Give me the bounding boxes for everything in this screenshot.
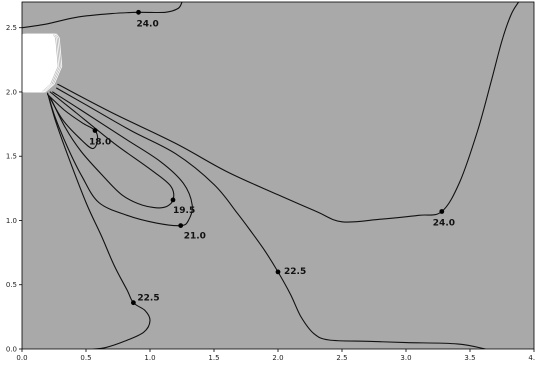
contour-line-24-0 <box>57 2 520 223</box>
y-tick-label: 0.0 <box>6 346 17 354</box>
x-tick-label: 0.0 <box>16 354 27 362</box>
y-tick-label: 0.5 <box>6 281 17 289</box>
contour-label-22-5: 22.5 <box>284 267 306 277</box>
x-tick-label: 1.0 <box>144 354 155 362</box>
contour-label-22-5: 22.5 <box>137 294 159 304</box>
x-axis: 0.0 0.5 1.0 1.5 2.0 2.5 3.0 3.5 4.0 <box>16 349 535 362</box>
contour-label-21-0: 21.0 <box>184 232 206 242</box>
x-tick-label: 3.5 <box>464 354 475 362</box>
contour-marker-24-0 <box>136 9 141 15</box>
x-tick-label: 2.0 <box>272 354 283 362</box>
contour-label-24-0: 24.0 <box>137 19 159 29</box>
contour-marker-22-5 <box>131 300 136 306</box>
obstacle-edge-stroke <box>26 33 63 93</box>
y-tick-label: 2.0 <box>6 88 17 96</box>
contour-line-19-5 <box>49 91 175 209</box>
contour-marker-19-5 <box>170 197 176 203</box>
plot-area: 18.0 19.5 21.0 22.5 22.5 24.0 24.0 <box>21 1 535 350</box>
contour-line-22-5 <box>47 92 151 349</box>
y-tick-label: 1.5 <box>6 153 17 161</box>
x-tick-label: 0.5 <box>80 354 91 362</box>
contour-label-24-0: 24.0 <box>433 219 455 229</box>
contour-line-18-0 <box>47 93 99 150</box>
contour-marker-22-5 <box>275 269 281 275</box>
y-tick-label: 1.0 <box>6 217 17 225</box>
x-tick-label: 2.5 <box>336 354 347 362</box>
x-tick-label: 3.0 <box>400 354 411 362</box>
contour-marker-21-0 <box>178 223 184 229</box>
contour-label-18-0: 18.0 <box>89 138 111 148</box>
plot-background <box>22 2 534 349</box>
y-tick-label: 2.5 <box>6 24 17 32</box>
contour-marker-18-0 <box>92 128 98 133</box>
y-axis: 0.0 0.5 1.0 1.5 2.0 2.5 <box>6 24 22 354</box>
x-tick-label: 1.5 <box>208 354 219 362</box>
contour-line-24-0 <box>22 2 183 29</box>
obstacle-region <box>22 34 58 92</box>
contour-label-19-5: 19.5 <box>173 206 195 216</box>
contour-marker-24-0 <box>439 209 445 214</box>
x-tick-label: 4.0 <box>528 354 535 362</box>
